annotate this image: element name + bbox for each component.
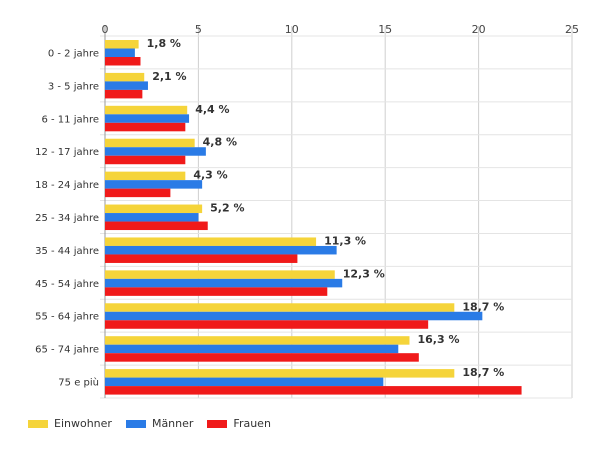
y-tick-label: 3 - 5 jahre: [48, 81, 99, 92]
y-tick-label: 18 - 24 jahre: [35, 180, 99, 191]
bar-frauen: [105, 89, 143, 99]
bar-männer: [105, 245, 337, 255]
legend: Einwohner Männer Frauen: [28, 417, 285, 430]
bar-männer: [105, 180, 203, 189]
data-label: 4,4 %: [195, 103, 229, 116]
bar-einwohner: [105, 336, 410, 345]
bar-frauen: [105, 188, 171, 198]
bar-einwohner: [105, 204, 203, 214]
y-tick-label: 6 - 11 jahre: [41, 114, 99, 125]
data-label: 16,3 %: [417, 333, 459, 346]
legend-item-einwohner: Einwohner: [28, 417, 112, 430]
legend-label: Männer: [151, 417, 194, 430]
bar-männer: [105, 377, 384, 387]
y-tick-label: 25 - 34 jahre: [35, 213, 99, 224]
bar-männer: [105, 81, 148, 90]
legend-swatch: [207, 419, 228, 428]
bar-männer: [105, 311, 483, 321]
data-label: 18,7 %: [462, 300, 504, 313]
bar-männer: [105, 48, 135, 57]
bar-frauen: [105, 122, 186, 132]
bar-frauen: [105, 353, 419, 362]
y-tick-label: 12 - 17 jahre: [35, 147, 99, 158]
bar-einwohner: [105, 303, 455, 312]
y-tick-label: 0 - 2 jahre: [48, 48, 99, 59]
bar-einwohner: [105, 72, 145, 82]
data-labels: 1,8 % 2,1 % 4,4 % 4,8 % 4,3 % 5,2 % 11,3 % 12,3…: [147, 37, 505, 379]
bar-frauen: [105, 287, 328, 296]
legend-item-frauen: Frauen: [207, 417, 271, 430]
x-axis-ticks: 0 5 10 15 20 25: [102, 23, 580, 36]
x-tick-label: 20: [472, 23, 486, 36]
legend-label: Einwohner: [54, 417, 112, 430]
x-tick-label: 25: [565, 23, 579, 36]
bar-frauen: [105, 221, 208, 231]
data-label: 1,8 %: [147, 37, 181, 50]
bar-einwohner: [105, 40, 139, 49]
x-tick-label: 15: [378, 23, 392, 36]
bar-einwohner: [105, 138, 195, 148]
bar-männer: [105, 114, 190, 123]
bar-frauen: [105, 254, 298, 263]
data-label: 4,8 %: [203, 136, 237, 149]
y-tick-label: 75 e più: [58, 377, 99, 389]
bar-männer: [105, 213, 199, 222]
data-label: 11,3 %: [324, 234, 366, 247]
bar-männer: [105, 278, 343, 288]
bar-einwohner: [105, 171, 186, 181]
x-tick-label: 5: [195, 23, 202, 36]
bars: [105, 40, 522, 395]
y-tick-label: 45 - 54 jahre: [35, 279, 99, 290]
x-tick-label: 0: [102, 23, 109, 36]
x-tick-label: 10: [285, 23, 299, 36]
data-label: 12,3 %: [343, 267, 385, 280]
legend-item-männer: Männer: [125, 417, 194, 430]
bar-frauen: [105, 155, 186, 165]
data-label: 4,3 %: [193, 169, 227, 182]
bar-chart: 0 5 10 15 20 25 0 - 2 jahre 3 - 5 jahre 6 - 11 …: [35, 23, 580, 399]
bar-einwohner: [105, 369, 455, 378]
bar-männer: [105, 147, 206, 156]
grid: [100, 26, 573, 399]
bar-einwohner: [105, 270, 335, 279]
data-label: 18,7 %: [462, 366, 504, 379]
y-tick-label: 65 - 74 jahre: [35, 345, 99, 356]
bar-einwohner: [105, 105, 188, 115]
y-tick-label: 35 - 44 jahre: [35, 246, 99, 257]
legend-swatch: [28, 419, 48, 428]
bar-einwohner: [105, 237, 317, 246]
bar-frauen: [105, 386, 522, 395]
data-label: 2,1 %: [152, 70, 186, 83]
y-tick-label: 55 - 64 jahre: [35, 312, 99, 323]
legend-label: Frauen: [233, 417, 271, 430]
legend-swatch: [125, 419, 146, 428]
bar-frauen: [105, 320, 429, 329]
bar-frauen: [105, 57, 141, 66]
data-label: 5,2 %: [210, 202, 244, 215]
bar-männer: [105, 344, 399, 354]
y-axis-ticks: 0 - 2 jahre 3 - 5 jahre 6 - 11 jahre 12 - 1…: [35, 48, 99, 388]
